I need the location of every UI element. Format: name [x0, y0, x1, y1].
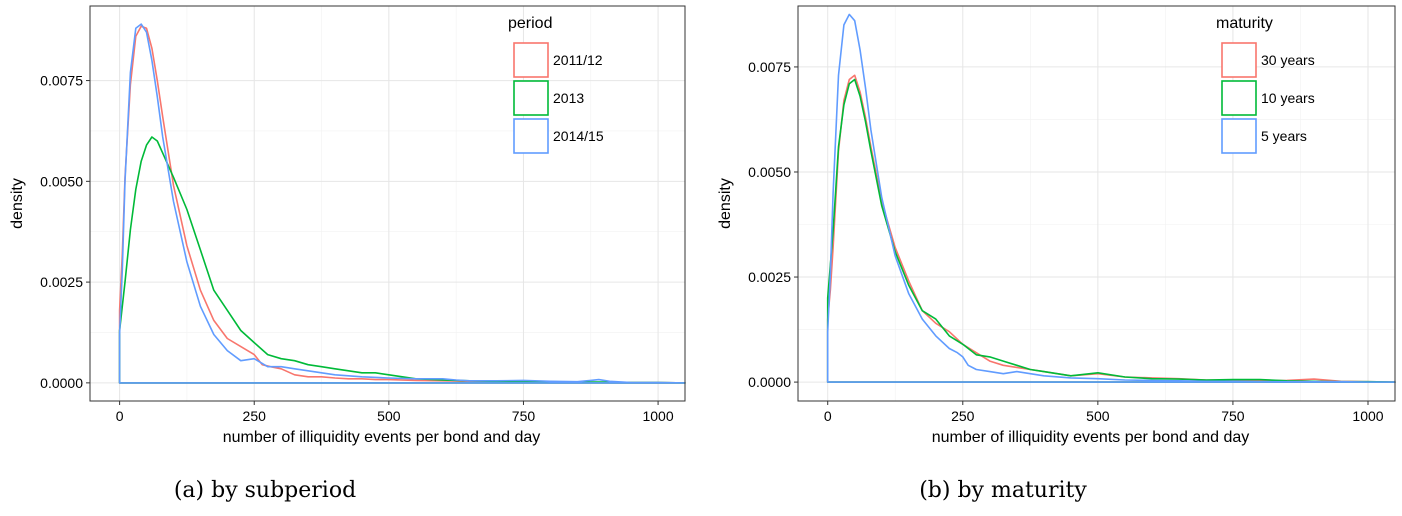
y-tick-label: 0.0050: [40, 173, 83, 189]
y-tick-label: 0.0000: [748, 374, 791, 390]
legend-key: [1221, 118, 1257, 154]
y-tick-label: 0.0075: [748, 59, 791, 75]
x-tick-label: 500: [377, 408, 401, 424]
x-tick-label: 0: [116, 408, 124, 424]
x-tick-label: 0: [824, 408, 832, 424]
legend-title: period: [508, 15, 552, 32]
y-tick-label: 0.0025: [748, 269, 791, 285]
y-tick-label: 0.0075: [40, 73, 83, 89]
x-axis-label: number of illiquidity events per bond an…: [223, 429, 541, 446]
panel-caption: (a) by subperiod: [174, 478, 356, 503]
y-axis-label: density: [717, 178, 734, 229]
series-line: [118, 136, 686, 384]
legend-key: [1221, 42, 1257, 78]
panel-b: 0 250 500 750 1000 0.0000 0.0025 0.0050 0.0075 nu…: [717, 5, 1396, 503]
x-tick-label: 750: [1221, 408, 1245, 424]
plot-border: [89, 5, 686, 402]
legend-label: 10 years: [1261, 90, 1315, 106]
legend-label: 5 years: [1261, 128, 1307, 144]
legend: maturity 30 years 10 years 5 years: [1216, 15, 1315, 154]
legend-key: [1221, 80, 1257, 116]
x-tick-label: 1000: [1352, 408, 1383, 424]
x-tick-label: 500: [1086, 408, 1110, 424]
panel-caption: (b) by maturity: [919, 478, 1087, 503]
series-line: [826, 78, 1396, 383]
x-tick-label: 1000: [642, 408, 673, 424]
x-axis-label: number of illiquidity events per bond an…: [932, 429, 1250, 446]
legend-key: [513, 80, 549, 116]
series-line: [826, 13, 1396, 383]
x-tick-label: 750: [512, 408, 536, 424]
legend-title: maturity: [1216, 15, 1273, 32]
y-tick-label: 0.0000: [40, 375, 83, 391]
series-line: [118, 23, 686, 384]
y-tick-label: 0.0025: [40, 274, 83, 290]
plot-background: [798, 6, 1395, 401]
legend-key: [513, 118, 549, 154]
x-tick-label: 250: [243, 408, 267, 424]
legend-label: 30 years: [1261, 52, 1315, 68]
legend-label: 2011/12: [553, 52, 603, 68]
legend-label: 2014/15: [553, 128, 604, 144]
plot-border: [797, 5, 1396, 402]
x-tick-label: 250: [951, 408, 975, 424]
y-tick-label: 0.0050: [748, 164, 791, 180]
panel-a: 0 250 500 750 1000 0.0000 0.0025 0.0050 0.0075 nu…: [9, 5, 686, 503]
y-axis-label: density: [9, 178, 26, 229]
legend-key: [513, 42, 549, 78]
series-line: [826, 74, 1396, 383]
legend-label: 2013: [553, 90, 584, 106]
legend: period 2011/12 2013 2014/15: [508, 15, 604, 154]
plot-background: [90, 6, 685, 401]
